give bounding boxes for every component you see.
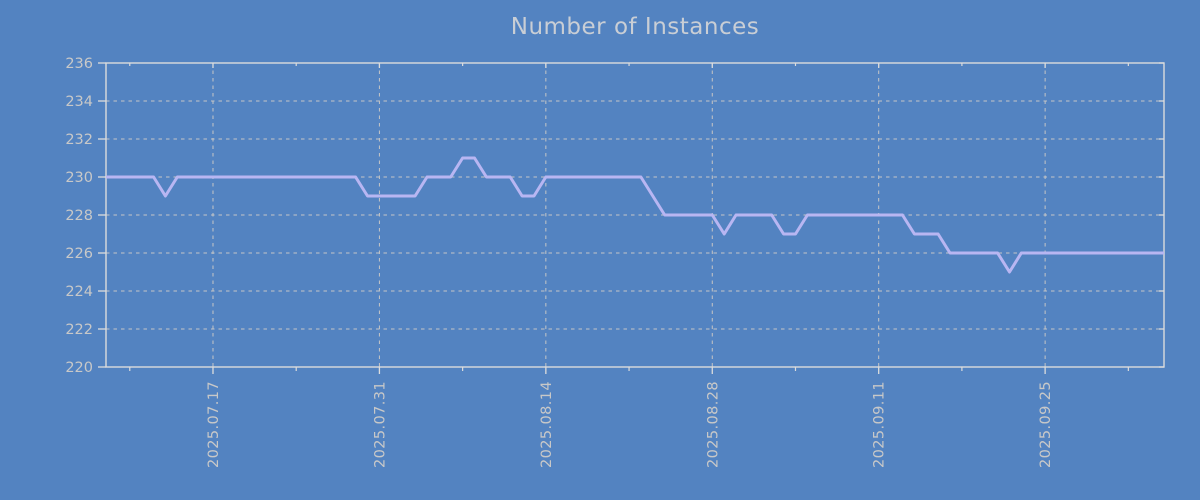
y-tick-label: 230: [65, 170, 93, 186]
x-tick-label: 2025.07.31: [372, 381, 388, 468]
y-tick-label: 220: [65, 360, 93, 376]
series-line-instances: [106, 156, 1164, 274]
x-tick-label: 2025.08.14: [539, 381, 555, 468]
y-tick-label: 228: [65, 208, 93, 224]
y-tick-label: 222: [65, 322, 93, 338]
x-tick-label: 2025.09.25: [1038, 381, 1054, 468]
y-tick-label: 236: [65, 56, 93, 72]
x-tick-label: 2025.09.11: [872, 381, 888, 468]
y-tick-label: 224: [65, 284, 93, 300]
x-tick-label: 2025.08.28: [705, 381, 721, 468]
y-tick-label: 234: [65, 94, 93, 110]
y-tick-label: 232: [65, 132, 93, 148]
chart-title: Number of Instances: [510, 14, 760, 40]
x-tick-label: 2025.07.17: [206, 381, 222, 468]
y-tick-label: 226: [65, 246, 93, 262]
